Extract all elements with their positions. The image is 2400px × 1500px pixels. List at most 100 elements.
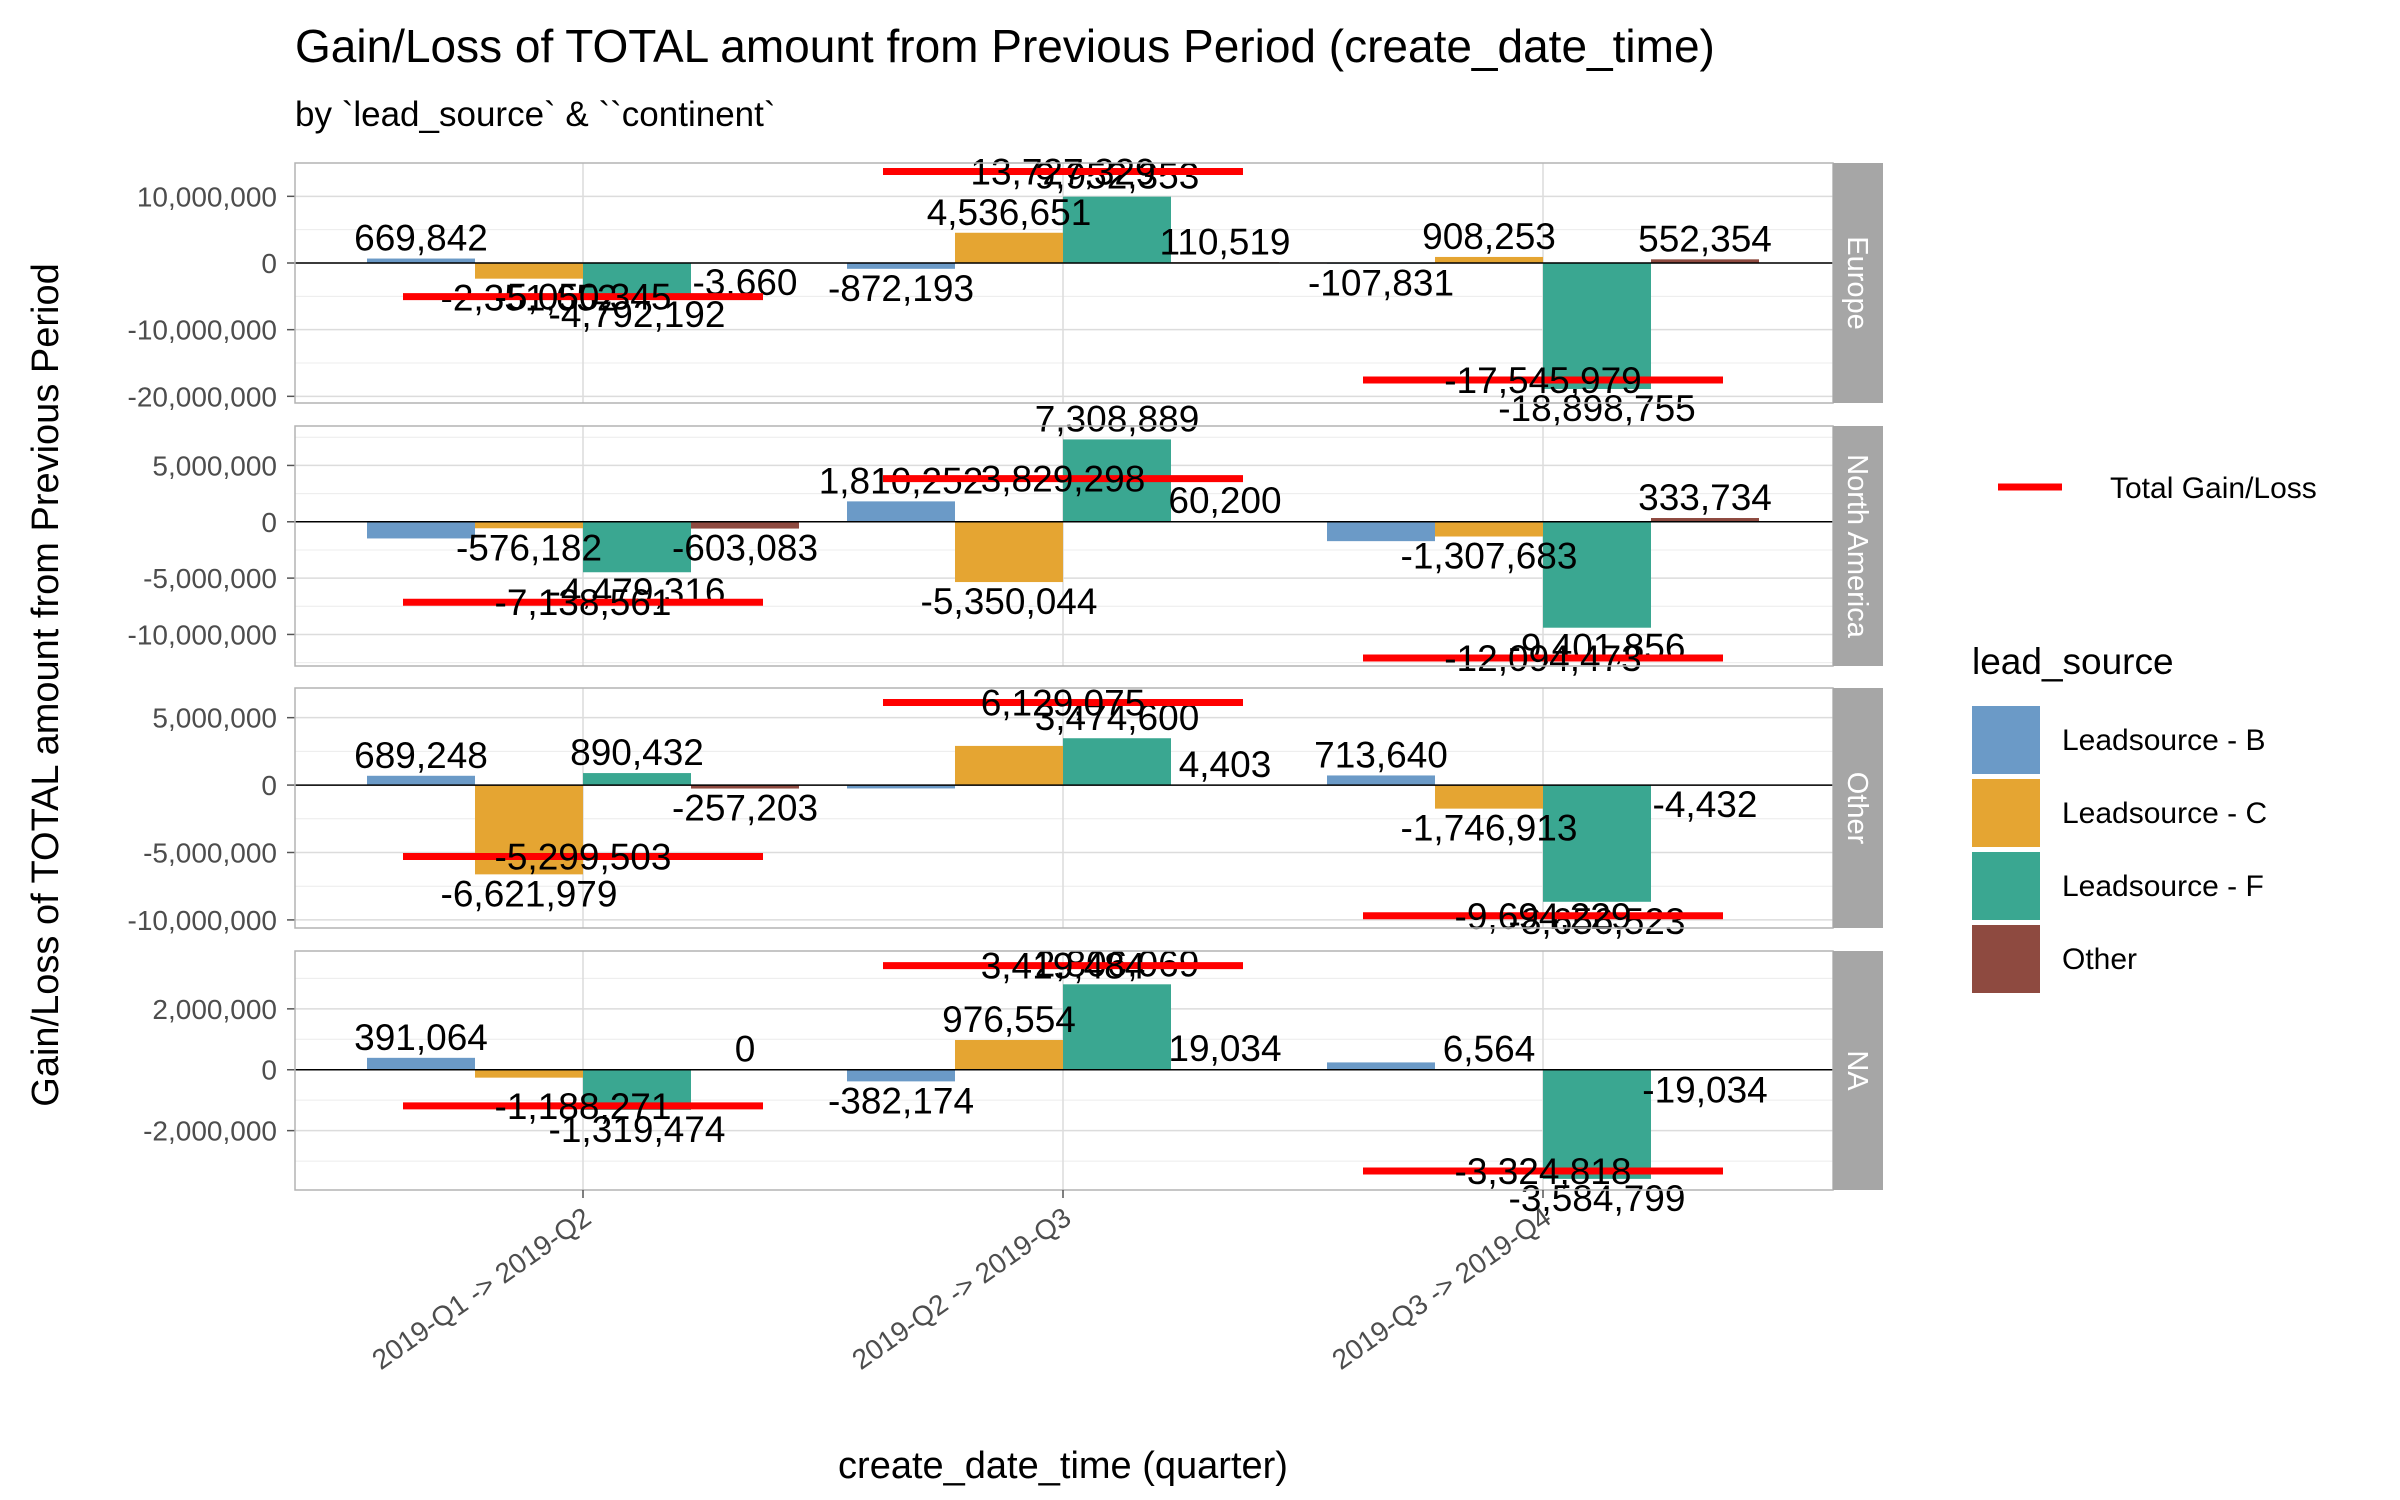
value-label: -1,319,474: [549, 1109, 726, 1150]
value-label: -107,831: [1308, 263, 1454, 304]
value-label: 0: [735, 1029, 756, 1070]
value-label: -1,746,913: [1401, 808, 1578, 849]
facet-strip: [1833, 426, 1883, 666]
total-label: 13,727,329: [970, 151, 1155, 192]
value-label: 60,200: [1168, 480, 1281, 521]
value-label: 890,432: [570, 732, 704, 773]
bar: [1327, 1062, 1435, 1070]
value-label: -19,034: [1642, 1069, 1768, 1110]
y-tick-label: -10,000,000: [128, 905, 277, 936]
y-tick-label: 0: [261, 1055, 277, 1086]
x-tick-label: 2019-Q3 -> 2019-Q4: [1326, 1202, 1556, 1376]
bar: [955, 745, 1063, 786]
y-tick-label: -10,000,000: [128, 619, 277, 650]
total-label: -5,299,503: [495, 837, 672, 878]
x-tick-label: 2019-Q2 -> 2019-Q3: [846, 1202, 1076, 1376]
x-axis-title: create_date_time (quarter): [838, 1445, 1288, 1487]
total-label: -1,188,271: [495, 1086, 672, 1127]
value-label: -18,898,755: [1498, 388, 1696, 429]
legend-swatch: [1972, 706, 2040, 774]
bar: [1063, 196, 1171, 263]
value-label: -872,193: [828, 268, 974, 309]
value-label: 333,734: [1638, 477, 1772, 518]
legend-label: Leadsource - C: [2062, 797, 2267, 830]
y-tick-label: 5,000,000: [152, 703, 277, 734]
facet-strip-label: Europe: [1841, 236, 1873, 330]
facet-strip-label: Other: [1841, 772, 1873, 845]
bar: [1543, 1069, 1651, 1179]
value-label: 908,253: [1422, 216, 1556, 257]
value-label: 4,536,651: [927, 192, 1092, 233]
bar: [1651, 518, 1759, 522]
bar: [1543, 263, 1651, 389]
bar: [1063, 738, 1171, 786]
bar: [1543, 521, 1651, 628]
total-label: 6,129,075: [981, 682, 1146, 723]
total-label: -3,324,818: [1455, 1151, 1632, 1192]
bar: [1435, 785, 1543, 809]
facet-north-america: 5,000,000 0 -5,000,000 -10,000,000 -576,182 -…: [128, 398, 1883, 679]
bar: [367, 258, 475, 263]
bar: [475, 521, 583, 529]
y-tick-label: 5,000,000: [152, 450, 277, 481]
total-label: -5,050,345: [495, 277, 672, 318]
legend-swatch: [1972, 925, 2040, 993]
value-label: -8,656,523: [1509, 901, 1686, 942]
total-label: 3,419,484: [981, 946, 1146, 987]
total-label: -9,694,229: [1455, 896, 1632, 937]
y-tick-label: 10,000,000: [137, 181, 277, 212]
facet-europe: 10,000,000 0 -10,000,000 -20,000,000 669,842…: [128, 151, 1883, 429]
value-label: -6,621,979: [441, 873, 618, 914]
value-label: -3,584,799: [1509, 1178, 1686, 1219]
bar: [1327, 521, 1435, 542]
value-label: 669,842: [354, 218, 488, 259]
bar: [1327, 775, 1435, 786]
value-label: 552,354: [1638, 218, 1772, 259]
facet-strip: [1833, 688, 1883, 928]
legend-total-label: Total Gain/Loss: [2110, 472, 2317, 505]
bar: [1063, 984, 1171, 1070]
bar: [475, 263, 583, 279]
total-label: -7,138,561: [495, 582, 672, 623]
value-label: 391,064: [354, 1017, 488, 1058]
total-label: -17,545,979: [1444, 360, 1642, 401]
legend-label: Other: [2062, 943, 2137, 976]
value-label: 19,034: [1168, 1028, 1281, 1069]
value-label: 4,403: [1179, 744, 1272, 785]
bar: [847, 785, 955, 789]
y-tick-label: 0: [261, 248, 277, 279]
value-label: -1,307,683: [1401, 536, 1578, 577]
facet-strip-label: NA: [1841, 1050, 1873, 1091]
x-tick-label: 2019-Q1 -> 2019-Q2: [366, 1202, 596, 1376]
value-label: 6,564: [1443, 1029, 1536, 1070]
y-tick-label: 2,000,000: [152, 994, 277, 1025]
facet-strip-label: North America: [1841, 454, 1873, 639]
value-label: -257,203: [672, 788, 818, 829]
y-tick-label: -20,000,000: [128, 381, 277, 412]
bar: [847, 263, 955, 269]
facet-other: 5,000,000 0 -5,000,000 -10,000,000 689,248 -6…: [128, 682, 1883, 942]
legend-label: Leadsource - B: [2062, 724, 2265, 757]
y-tick-label: 0: [261, 770, 277, 801]
total-label: -12,094,473: [1444, 638, 1642, 679]
bar: [583, 263, 691, 295]
value-label: -603,083: [672, 528, 818, 569]
y-tick-label: -5,000,000: [143, 563, 277, 594]
bar: [691, 521, 799, 529]
facet-na: 2,000,0000-2,000,000391,064-1,319,4740-3…: [143, 943, 1883, 1219]
y-tick-label: -10,000,000: [128, 315, 277, 346]
facet-strip: [1833, 951, 1883, 1190]
bar: [475, 1069, 583, 1078]
value-label: 689,248: [354, 735, 488, 776]
total-label: 3,829,298: [981, 459, 1146, 500]
legend-label: Leadsource - F: [2062, 870, 2264, 903]
facet-strip: [1833, 163, 1883, 403]
y-axis-title: Gain/Loss of TOTAL amount from Previous …: [25, 263, 67, 1106]
bar: [691, 785, 799, 789]
bar: [955, 232, 1063, 263]
value-label: -4,432: [1653, 784, 1758, 825]
bar: [955, 521, 1063, 583]
bar: [955, 1040, 1063, 1070]
